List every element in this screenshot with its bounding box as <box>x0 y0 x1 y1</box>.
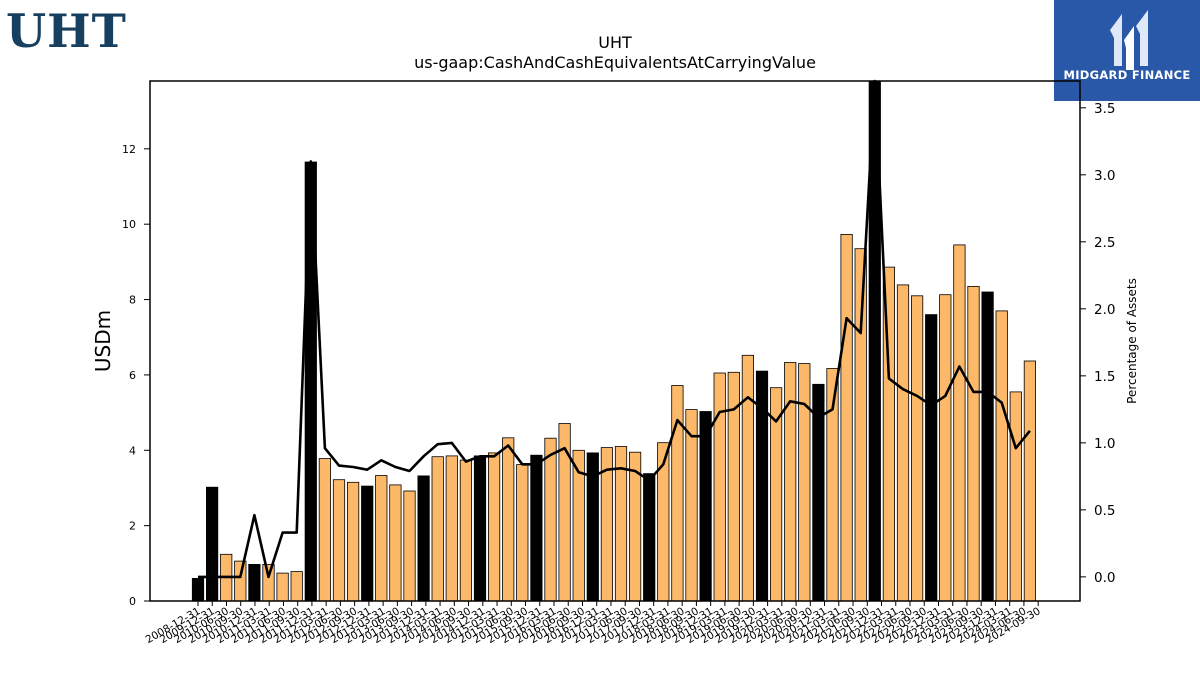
midgard-logo-icon <box>1110 10 1148 70</box>
y2-tick-label: 2.5 <box>1094 235 1115 251</box>
y-tick-label: 2 <box>129 520 136 533</box>
bar-2021-06-30 <box>854 248 867 602</box>
bar-2017-12-31 <box>657 442 670 602</box>
brand-name: MIDGARD FINANCE <box>1063 68 1191 82</box>
bar-2009-12-31 <box>205 486 219 602</box>
bar-2010-09-30 <box>248 564 261 602</box>
bar-2014-09-30 <box>473 455 487 602</box>
y-axis-label: USDm <box>91 310 115 372</box>
bar-2014-06-30 <box>459 459 473 602</box>
bar-2022-12-31 <box>939 294 952 602</box>
y-tick-label: 10 <box>122 218 136 231</box>
plot-frame <box>149 80 1081 602</box>
y-tick-label: 0 <box>129 595 136 608</box>
bar-2020-06-30 <box>798 363 811 602</box>
y2-tick-label: 1.5 <box>1094 369 1115 385</box>
y2-tick-label: 3.5 <box>1094 101 1115 117</box>
bar-2011-03-31 <box>276 572 289 602</box>
bar-2012-12-31 <box>375 475 388 602</box>
bar-2018-06-30 <box>685 409 698 602</box>
bar-2023-06-30 <box>967 285 980 602</box>
bar-2013-12-31 <box>431 456 444 602</box>
bar-2018-03-31 <box>671 385 684 602</box>
y2-tick-label: 2.0 <box>1094 302 1115 318</box>
bar-2020-03-31 <box>784 362 797 602</box>
bar-2022-06-30 <box>911 295 924 602</box>
bar-2017-09-30 <box>643 473 656 602</box>
chart-title: UHT <box>598 33 632 52</box>
y-tick-label: 8 <box>129 294 136 307</box>
bar-2013-03-31 <box>389 484 402 602</box>
bar-2015-09-30 <box>530 454 543 602</box>
chart-subtitle: us-gaap:CashAndCashEquivalentsAtCarrying… <box>414 53 816 72</box>
bar-2024-06-30 <box>1023 360 1036 602</box>
bar-2018-09-30 <box>699 411 712 602</box>
bar-2010-06-30 <box>234 560 247 602</box>
bar-2022-03-31 <box>896 284 910 602</box>
bar-series <box>191 80 1036 602</box>
bar-2024-03-31 <box>1009 391 1022 602</box>
bar-2011-12-31 <box>318 458 332 602</box>
y2-tick-label: 1.0 <box>1094 436 1115 452</box>
bar-2012-03-31 <box>332 479 346 602</box>
bar-2023-03-31 <box>953 244 966 602</box>
bar-2021-03-31 <box>840 233 853 602</box>
y2-tick-label: 0.0 <box>1094 570 1115 586</box>
bar-2013-09-30 <box>417 475 430 602</box>
bar-2019-06-30 <box>741 354 755 602</box>
bar-2014-03-31 <box>445 455 458 602</box>
y-tick-label: 6 <box>129 369 136 382</box>
axes: 0246810120.00.51.01.52.02.53.03.52008-12… <box>122 80 1115 646</box>
bar-2012-06-30 <box>346 481 360 602</box>
bar-2018-12-31 <box>713 372 726 602</box>
y-tick-label: 4 <box>129 444 136 457</box>
bar-2015-03-31 <box>502 437 515 602</box>
bar-2008-12-31 <box>191 578 205 602</box>
y2-tick-label: 0.5 <box>1094 503 1115 519</box>
bar-2015-12-31 <box>544 437 557 602</box>
bar-2013-06-30 <box>403 490 416 602</box>
y-tick-label: 12 <box>122 143 136 156</box>
brand-badge: MIDGARD FINANCE <box>1054 0 1200 101</box>
uht-logo: UHT <box>6 4 127 58</box>
percentage-line <box>198 79 1031 579</box>
bar-2011-06-30 <box>290 571 303 602</box>
line-series <box>198 79 1031 579</box>
bar-2010-12-31 <box>262 564 275 602</box>
bar-2023-12-31 <box>995 310 1008 602</box>
bar-2015-06-30 <box>516 464 529 602</box>
bar-2014-12-31 <box>487 452 501 602</box>
bar-2023-09-30 <box>981 291 994 602</box>
bar-2022-09-30 <box>925 314 938 602</box>
bar-2012-09-30 <box>361 485 374 602</box>
y2-tick-label: 3.0 <box>1094 168 1115 184</box>
y2-axis-label: Percentage of Assets <box>1125 278 1139 404</box>
